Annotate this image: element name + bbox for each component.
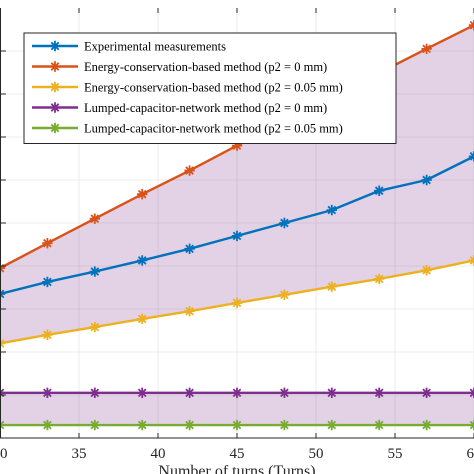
data-point	[42, 419, 53, 431]
data-point	[42, 329, 53, 340]
data-point	[89, 419, 100, 431]
data-point	[279, 217, 290, 229]
data-point	[231, 230, 243, 242]
legend-item: Lumped-capacitor-network method (p2 = 0 …	[32, 101, 327, 115]
series-4	[0, 387, 474, 399]
legend-label: Energy-conservation-based method (p2 = 0…	[84, 81, 343, 95]
x-tick-label: 30	[0, 446, 8, 462]
legend-label: Lumped-capacitor-network method (p2 = 0 …	[84, 101, 327, 115]
data-point	[42, 238, 53, 249]
series-5	[0, 419, 474, 431]
data-point	[184, 305, 195, 317]
data-point	[231, 419, 243, 431]
legend: Experimental measurements Energy-conserva…	[23, 32, 397, 144]
data-point	[279, 387, 290, 399]
data-point	[421, 174, 432, 186]
data-point	[326, 204, 337, 216]
data-point	[421, 265, 432, 276]
series-3	[0, 255, 474, 349]
legend-label: Energy-conservation-based method (p2 = 0…	[84, 60, 327, 74]
axes: 30 35 40 45 50 55 60	[0, 8, 474, 462]
data-point	[374, 387, 385, 399]
data-point	[374, 273, 385, 285]
data-point	[326, 419, 337, 431]
data-point	[374, 185, 385, 196]
data-point	[89, 266, 100, 277]
data-point	[184, 165, 195, 176]
data-point	[421, 387, 432, 399]
legend-marker	[49, 122, 61, 134]
x-tick-label: 60	[467, 446, 474, 462]
legend-item: Energy-conservation-based method (p2 = 0…	[32, 81, 343, 95]
data-point	[184, 243, 195, 254]
data-point	[42, 276, 53, 288]
data-point	[374, 419, 385, 431]
x-axis-title: Number of turns (Turns)	[158, 463, 315, 474]
data-point	[279, 289, 290, 301]
data-point	[137, 255, 148, 266]
legend-label: Lumped-capacitor-network method (p2 = 0.…	[84, 122, 343, 136]
data-point	[421, 43, 432, 55]
legend-label: Experimental measurements	[84, 40, 226, 54]
legend-marker	[49, 81, 61, 93]
data-point	[326, 387, 337, 399]
x-tick-label: 40	[151, 446, 166, 462]
legend-marker	[49, 40, 61, 52]
legend-marker	[49, 102, 61, 113]
data-point	[231, 387, 243, 399]
series-1	[0, 151, 474, 300]
shaded-region	[0, 392, 474, 426]
data-point	[137, 188, 148, 200]
legend-item: Energy-conservation-based method (p2 = 0…	[32, 60, 327, 74]
data-point	[137, 387, 148, 399]
data-point	[89, 387, 100, 399]
data-point	[184, 419, 195, 431]
legend-box	[23, 32, 397, 144]
data-point	[137, 313, 148, 325]
data-point	[231, 297, 243, 309]
data-point	[137, 419, 148, 431]
data-point	[231, 140, 243, 151]
data-point	[326, 281, 337, 292]
x-tick-label: 45	[230, 446, 245, 462]
data-point	[184, 387, 195, 399]
x-tick-label: 55	[388, 446, 403, 462]
data-point	[421, 419, 432, 431]
series-lines	[0, 20, 474, 431]
legend-item: Lumped-capacitor-network method (p2 = 0.…	[32, 122, 343, 136]
data-point	[89, 213, 100, 224]
data-point	[89, 321, 100, 333]
data-point	[42, 387, 53, 399]
legend-item: Experimental measurements	[32, 40, 226, 54]
x-tick-label: 35	[72, 446, 87, 462]
data-point	[279, 419, 290, 431]
legend-marker	[49, 61, 61, 72]
x-tick-label: 50	[309, 446, 324, 462]
